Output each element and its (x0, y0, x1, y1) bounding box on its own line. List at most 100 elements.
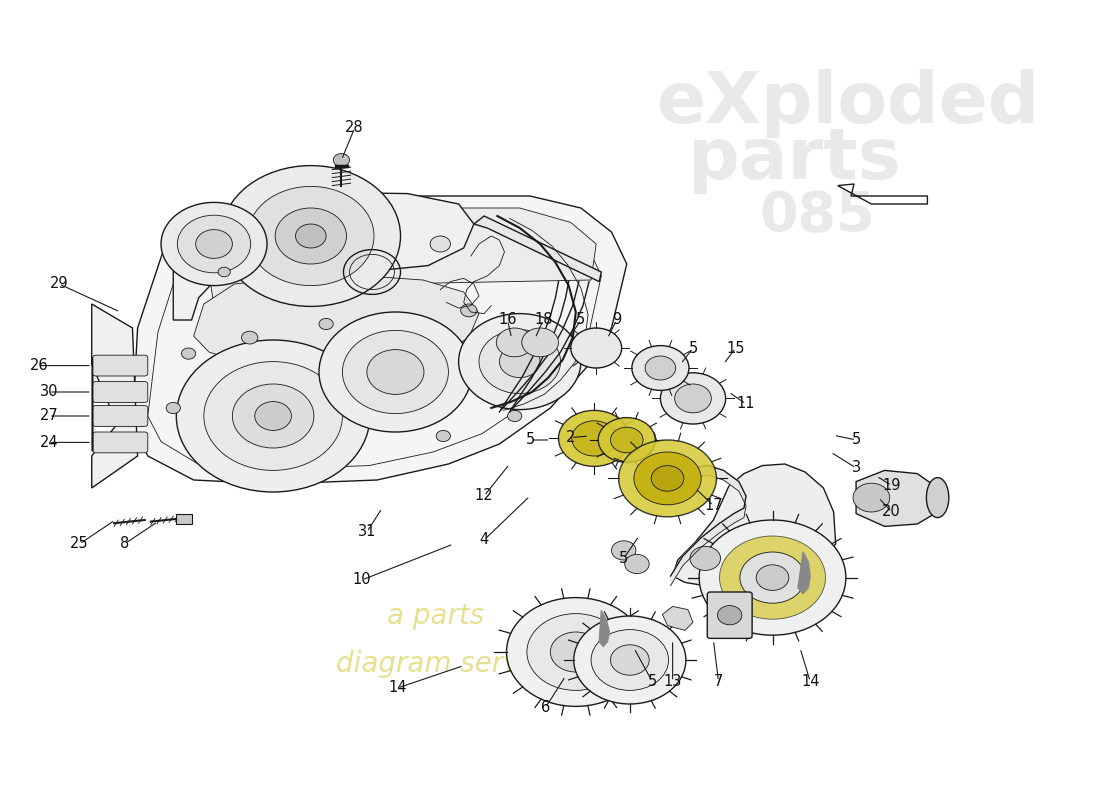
Circle shape (342, 330, 449, 414)
Polygon shape (194, 274, 478, 370)
Bar (176, 514, 191, 524)
Text: 5: 5 (648, 674, 657, 689)
Text: 5: 5 (851, 433, 860, 447)
Circle shape (719, 536, 825, 619)
Text: 12: 12 (475, 489, 494, 503)
FancyBboxPatch shape (92, 382, 147, 402)
Text: 6: 6 (540, 701, 550, 715)
Circle shape (161, 202, 267, 286)
Circle shape (232, 384, 314, 448)
Circle shape (296, 224, 326, 248)
Circle shape (574, 616, 686, 704)
Circle shape (610, 427, 643, 453)
Text: 8: 8 (120, 537, 129, 551)
Text: 30: 30 (40, 385, 58, 399)
Text: 28: 28 (345, 121, 364, 135)
Polygon shape (672, 464, 836, 590)
Polygon shape (174, 192, 474, 320)
Circle shape (506, 598, 645, 706)
Text: 5: 5 (576, 313, 585, 327)
Circle shape (660, 373, 726, 424)
Circle shape (631, 346, 689, 390)
Polygon shape (671, 466, 746, 586)
Circle shape (674, 384, 712, 413)
Circle shape (645, 356, 675, 380)
Circle shape (651, 466, 684, 491)
Circle shape (625, 554, 649, 574)
Circle shape (740, 552, 805, 603)
Polygon shape (91, 304, 138, 488)
Circle shape (717, 606, 741, 625)
Circle shape (612, 541, 636, 560)
Ellipse shape (926, 478, 949, 518)
Circle shape (610, 645, 649, 675)
Circle shape (756, 565, 789, 590)
Circle shape (550, 632, 602, 672)
Text: 13: 13 (663, 674, 682, 689)
Text: 3: 3 (851, 461, 860, 475)
Text: eXploded: eXploded (658, 70, 1041, 138)
Text: 24: 24 (40, 435, 58, 450)
Circle shape (196, 230, 232, 258)
Circle shape (507, 410, 521, 422)
Circle shape (461, 304, 477, 317)
Polygon shape (662, 606, 693, 630)
Text: 15: 15 (727, 341, 745, 355)
Circle shape (559, 410, 630, 466)
Polygon shape (838, 184, 927, 204)
Text: parts: parts (688, 126, 902, 194)
Text: 29: 29 (50, 277, 68, 291)
Circle shape (571, 328, 621, 368)
Text: 18: 18 (534, 313, 552, 327)
Circle shape (690, 546, 721, 570)
Circle shape (459, 314, 581, 410)
Circle shape (242, 331, 257, 344)
Circle shape (478, 330, 561, 394)
Circle shape (319, 312, 472, 432)
Polygon shape (204, 208, 596, 306)
Circle shape (319, 318, 333, 330)
Text: 7: 7 (714, 674, 723, 689)
Circle shape (248, 186, 374, 286)
Text: 31: 31 (358, 525, 376, 539)
Circle shape (275, 208, 346, 264)
Text: diagram service: diagram service (337, 650, 560, 678)
Circle shape (204, 362, 342, 470)
Circle shape (852, 483, 890, 512)
Circle shape (182, 348, 196, 359)
Polygon shape (132, 196, 627, 484)
Text: 25: 25 (70, 537, 89, 551)
Text: 27: 27 (40, 409, 58, 423)
Circle shape (618, 440, 716, 517)
Text: 2: 2 (566, 430, 575, 445)
Polygon shape (856, 470, 937, 526)
Circle shape (430, 236, 451, 252)
Circle shape (634, 452, 701, 505)
Text: 5: 5 (526, 433, 535, 447)
Circle shape (367, 350, 424, 394)
Polygon shape (474, 216, 602, 282)
Text: 9: 9 (612, 313, 621, 327)
FancyBboxPatch shape (707, 592, 752, 638)
Circle shape (221, 166, 400, 306)
Text: 20: 20 (882, 505, 901, 519)
Text: 085: 085 (759, 189, 874, 243)
Polygon shape (798, 552, 811, 594)
Polygon shape (600, 610, 609, 646)
Text: 14: 14 (801, 674, 820, 689)
Circle shape (255, 402, 292, 430)
Text: 14: 14 (388, 681, 407, 695)
FancyBboxPatch shape (92, 432, 147, 453)
Text: 10: 10 (352, 573, 371, 587)
Text: 4: 4 (480, 533, 488, 547)
Circle shape (527, 614, 625, 690)
Circle shape (333, 154, 350, 166)
Circle shape (177, 215, 251, 273)
FancyBboxPatch shape (92, 355, 147, 376)
Circle shape (176, 340, 370, 492)
Circle shape (437, 430, 451, 442)
Text: 5: 5 (619, 551, 628, 566)
Circle shape (521, 328, 559, 357)
Circle shape (598, 418, 656, 462)
Text: 17: 17 (704, 498, 723, 513)
